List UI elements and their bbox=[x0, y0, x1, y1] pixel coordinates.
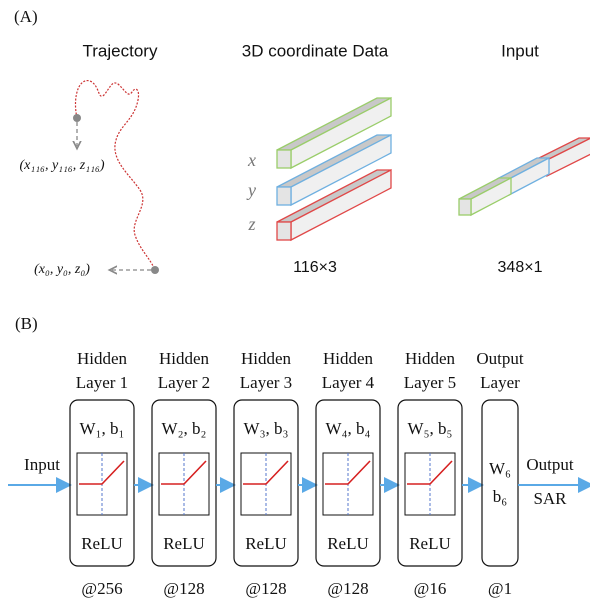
layer-params: b₆ bbox=[493, 487, 508, 506]
data-title: 3D coordinate Data bbox=[242, 41, 389, 60]
activation: ReLU bbox=[163, 534, 205, 553]
axis-label: x bbox=[247, 150, 256, 170]
point-label: (x₀, y₀, z₀) bbox=[34, 262, 90, 277]
layer-params: W₃, b₃ bbox=[244, 419, 289, 438]
layer-params: W₄, b₄ bbox=[326, 419, 371, 438]
layer-units: @1 bbox=[488, 579, 512, 598]
bar-front bbox=[277, 150, 291, 168]
layer-title: Output bbox=[476, 349, 524, 368]
layer-params: W₅, b₅ bbox=[408, 419, 453, 438]
layer-units: @256 bbox=[81, 579, 122, 598]
layer-box bbox=[482, 400, 518, 566]
shape-label: 348×1 bbox=[498, 259, 543, 276]
activation: ReLU bbox=[245, 534, 287, 553]
output-label: Output bbox=[526, 455, 574, 474]
layer-units: @128 bbox=[163, 579, 204, 598]
layer-params: W₁, b₁ bbox=[80, 419, 125, 438]
point-label: (x₁₁₆, y₁₁₆, z₁₁₆) bbox=[19, 158, 104, 173]
layer-title: Layer bbox=[480, 373, 520, 392]
axis-label: y bbox=[246, 180, 256, 200]
point bbox=[73, 114, 81, 122]
layer-title: Hidden bbox=[241, 349, 292, 368]
bar-front bbox=[277, 187, 291, 205]
layer-title: Layer 5 bbox=[404, 373, 456, 392]
panel-label: (A) bbox=[14, 7, 38, 26]
layer-title: Hidden bbox=[323, 349, 374, 368]
trajectory-path bbox=[75, 81, 155, 270]
trajectory-title: Trajectory bbox=[83, 41, 158, 60]
layer-params: W₆ bbox=[489, 459, 511, 478]
layer-title: Layer 2 bbox=[158, 373, 210, 392]
output-name: SAR bbox=[533, 489, 567, 508]
activation: ReLU bbox=[81, 534, 123, 553]
layer-title: Hidden bbox=[405, 349, 456, 368]
layer-title: Hidden bbox=[159, 349, 210, 368]
layer-title: Layer 1 bbox=[76, 373, 128, 392]
activation: ReLU bbox=[409, 534, 451, 553]
input-label: Input bbox=[24, 455, 60, 474]
shape-label: 116×3 bbox=[293, 259, 337, 276]
layer-params: W₂, b₂ bbox=[162, 419, 207, 438]
layer-title: Hidden bbox=[77, 349, 128, 368]
point bbox=[151, 266, 159, 274]
axis-label: z bbox=[247, 214, 255, 234]
layer-units: @128 bbox=[327, 579, 368, 598]
layer-units: @16 bbox=[414, 579, 447, 598]
bar-front bbox=[459, 199, 471, 215]
activation: ReLU bbox=[327, 534, 369, 553]
layer-title: Layer 3 bbox=[240, 373, 292, 392]
bar-front bbox=[277, 222, 291, 240]
input-title: Input bbox=[501, 41, 539, 60]
layer-units: @128 bbox=[245, 579, 286, 598]
layer-title: Layer 4 bbox=[322, 373, 375, 392]
panel-label: (B) bbox=[15, 314, 38, 333]
diagram: (A) Trajectory 3D coordinate Data Input … bbox=[0, 0, 590, 604]
